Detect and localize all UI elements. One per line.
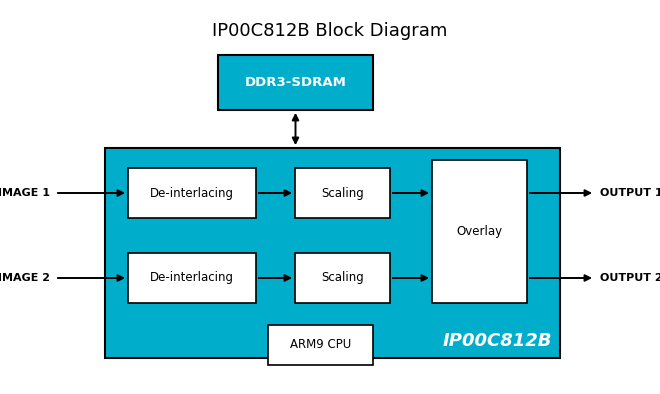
Text: IP00C812B: IP00C812B <box>442 332 552 350</box>
Bar <box>268 325 373 365</box>
Text: IMAGE 1: IMAGE 1 <box>0 188 50 198</box>
Text: IMAGE 2: IMAGE 2 <box>0 273 50 283</box>
Text: Scaling: Scaling <box>321 186 364 199</box>
Bar <box>128 253 256 303</box>
Text: Scaling: Scaling <box>321 271 364 284</box>
Text: OUTPUT 1: OUTPUT 1 <box>600 188 660 198</box>
Text: ARM9 CPU: ARM9 CPU <box>290 338 351 351</box>
Text: DDR3-SDRAM: DDR3-SDRAM <box>245 76 346 89</box>
Bar <box>128 168 256 218</box>
Bar <box>218 55 373 110</box>
Bar <box>295 253 390 303</box>
Bar <box>105 148 560 358</box>
Text: OUTPUT 2: OUTPUT 2 <box>600 273 660 283</box>
Text: De-interlacing: De-interlacing <box>150 271 234 284</box>
Text: Overlay: Overlay <box>457 225 502 238</box>
Bar <box>432 160 527 303</box>
Bar <box>295 168 390 218</box>
Text: IP00C812B Block Diagram: IP00C812B Block Diagram <box>213 22 447 40</box>
Text: De-interlacing: De-interlacing <box>150 186 234 199</box>
